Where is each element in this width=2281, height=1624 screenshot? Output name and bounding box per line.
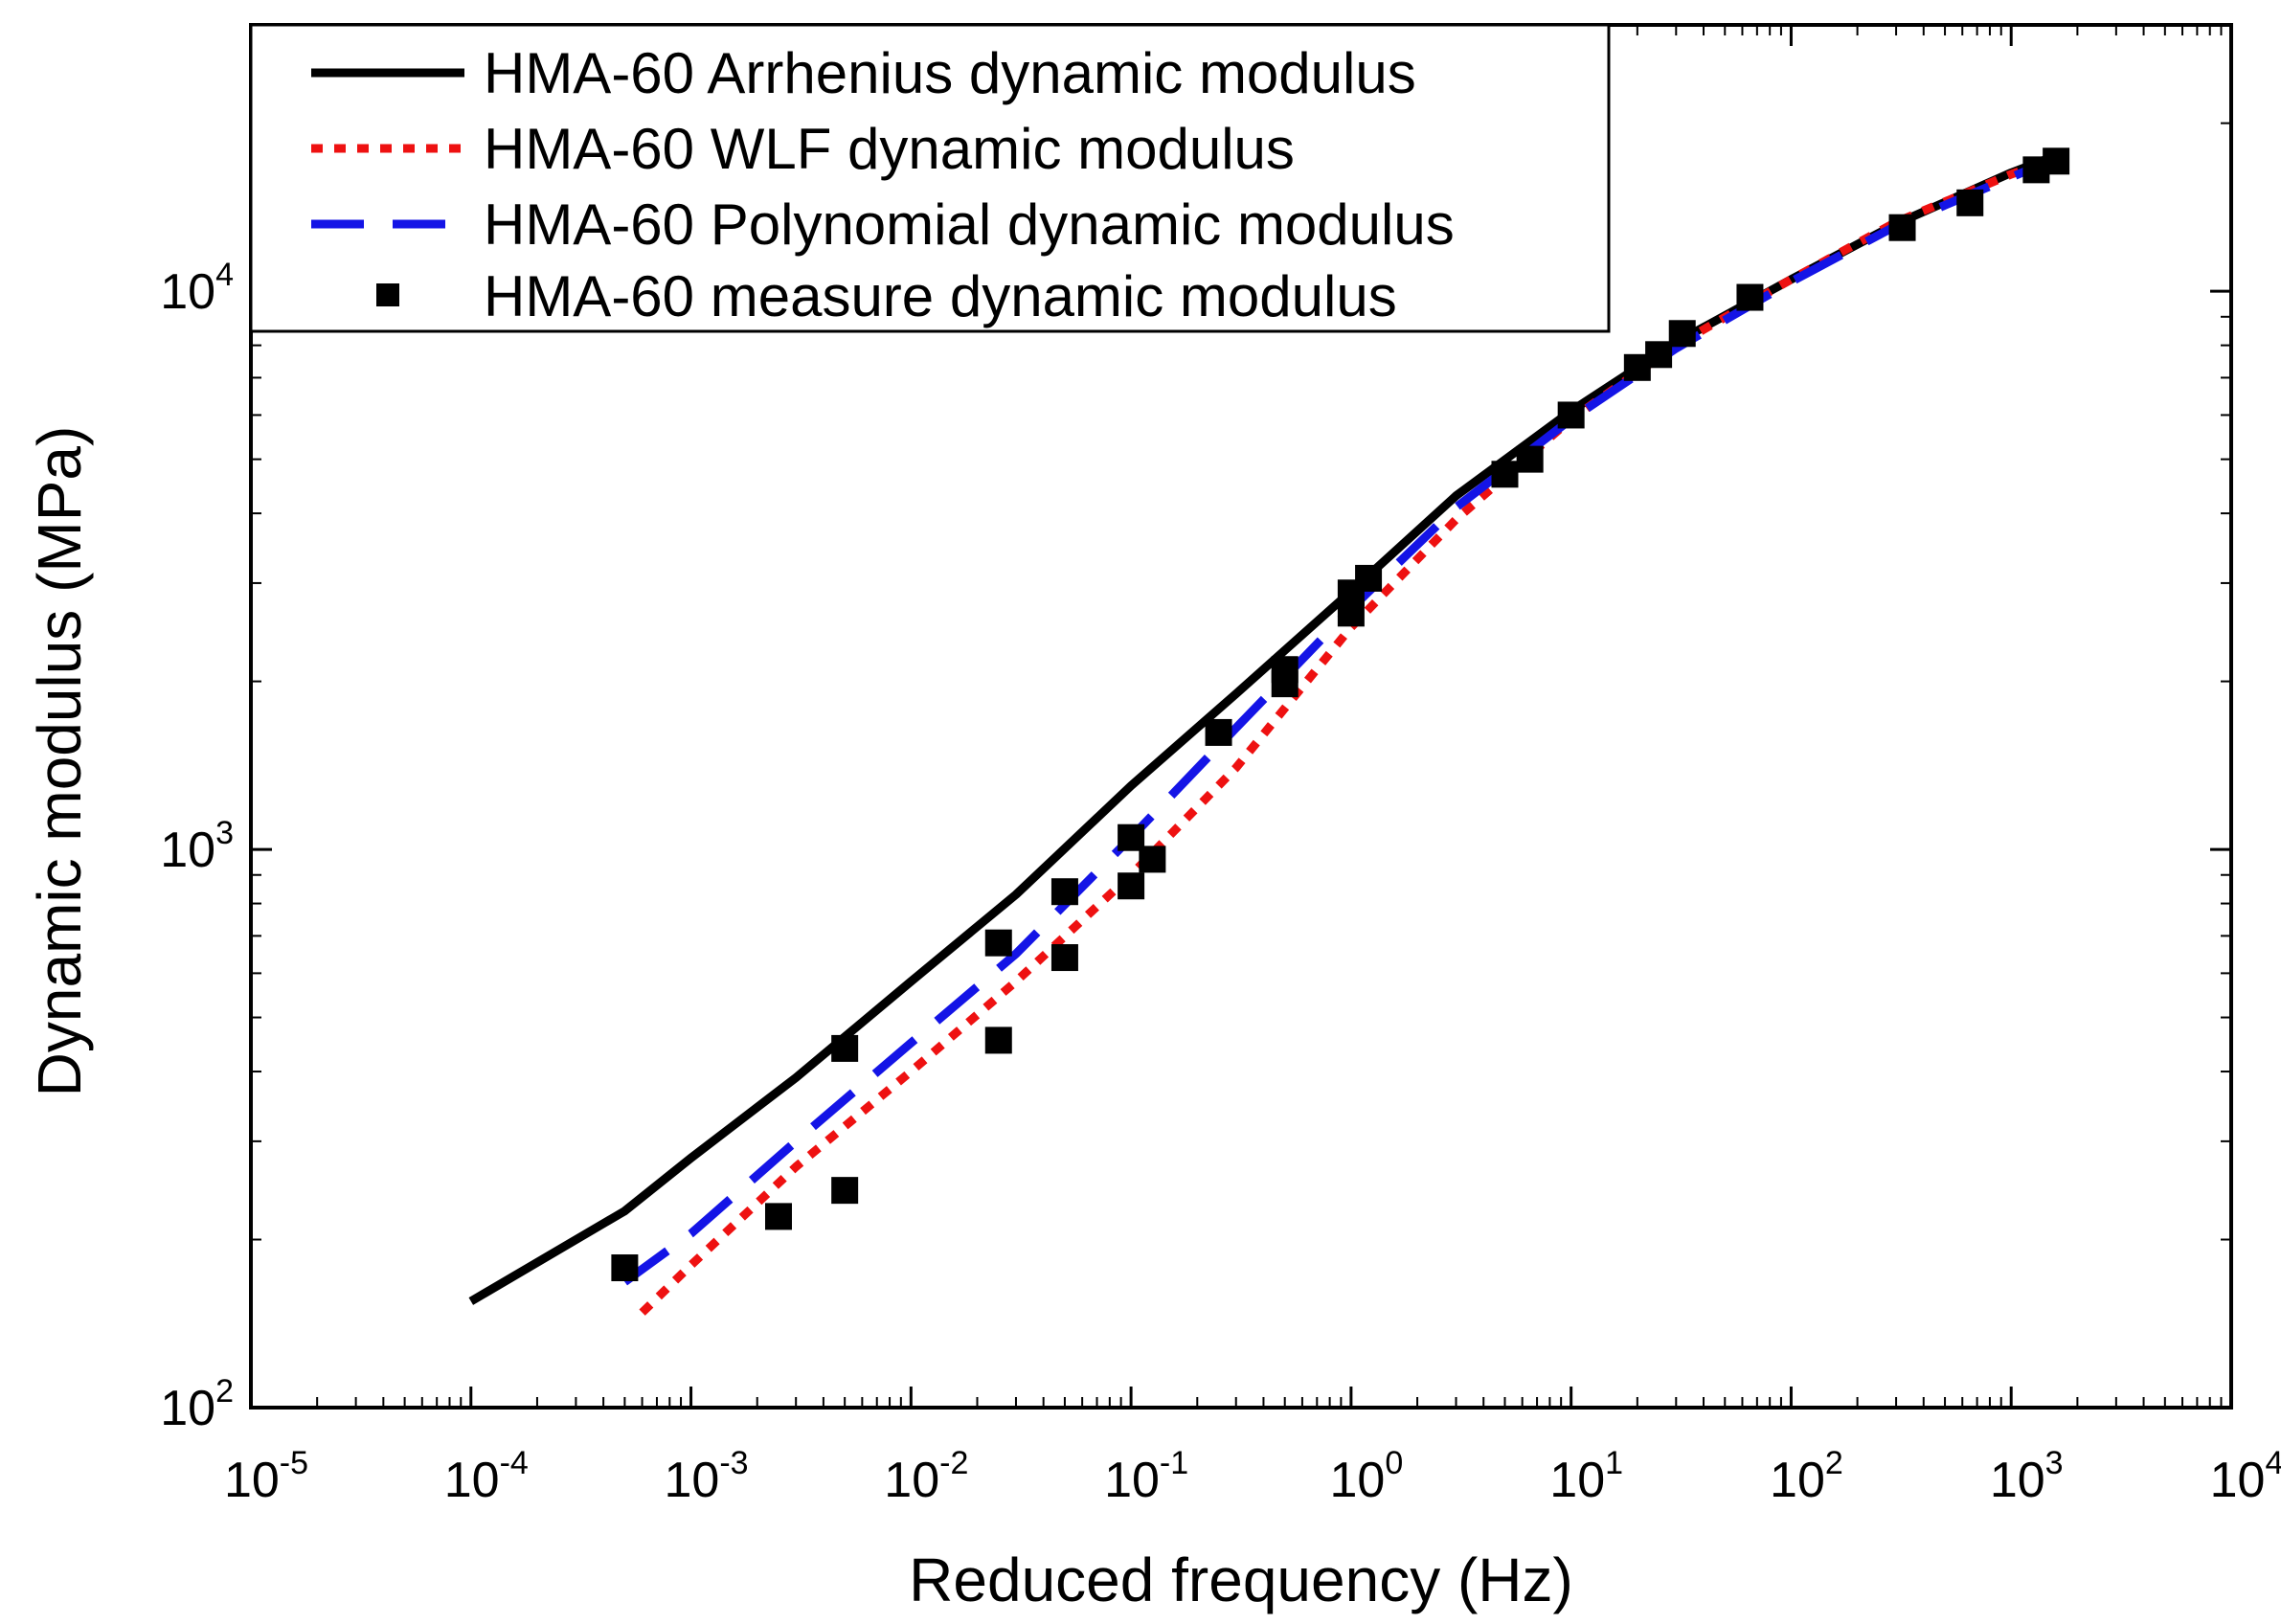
measured-point xyxy=(1050,944,1078,972)
measured-point xyxy=(2043,147,2070,175)
x-tick-label: 104 xyxy=(2210,1445,2281,1508)
measured-point xyxy=(1736,283,1764,311)
measured-point xyxy=(831,1177,859,1205)
measured-point xyxy=(764,1203,792,1230)
legend-label-wlf: HMA-60 WLF dynamic modulus xyxy=(484,117,1295,181)
y-axis-label: Dynamic modulus (MPa) xyxy=(25,426,94,1097)
measured-point xyxy=(1271,656,1299,684)
measured-point xyxy=(1516,445,1544,473)
measured-point xyxy=(1139,846,1166,873)
legend-label-arrhenius: HMA-60 Arrhenius dynamic modulus xyxy=(484,41,1416,105)
legend: HMA-60 Arrhenius dynamic modulus HMA-60 … xyxy=(249,23,1611,333)
measured-point xyxy=(1355,564,1383,592)
measured-point xyxy=(1118,872,1145,900)
legend-label-measured: HMA-60 measure dynamic modulus xyxy=(484,264,1397,328)
measured-point xyxy=(1888,214,1916,241)
legend-label-polynomial: HMA-60 Polynomial dynamic modulus xyxy=(484,192,1455,257)
x-tick-labels: 10-5 10-4 10-3 10-2 10-1 100 101 102 103 104 xyxy=(224,1445,2281,1508)
x-tick-label: 10-1 xyxy=(1104,1445,1188,1508)
x-tick-label: 103 xyxy=(1990,1445,2064,1508)
measured-point xyxy=(1645,341,1673,369)
x-axis-label: Reduced frequency (Hz) xyxy=(909,1545,1573,1614)
legend-box xyxy=(249,23,1611,333)
measured-point xyxy=(1668,320,1696,348)
y-tick-labels: 102 103 104 xyxy=(160,257,234,1436)
measured-point xyxy=(984,1026,1012,1054)
x-tick-label: 10-2 xyxy=(884,1445,968,1508)
x-tick-label: 100 xyxy=(1330,1445,1404,1508)
x-tick-label: 102 xyxy=(1770,1445,1843,1508)
markers-layer xyxy=(611,147,2070,1282)
measured-point xyxy=(1557,401,1585,429)
y-tick-label: 104 xyxy=(160,257,234,320)
legend-swatch-measured xyxy=(376,283,399,306)
x-tick-label: 101 xyxy=(1549,1445,1623,1508)
measured-point xyxy=(611,1254,639,1282)
measured-point xyxy=(831,1034,859,1062)
x-tick-label: 10-4 xyxy=(444,1445,529,1508)
measured-point xyxy=(984,929,1012,957)
measured-point xyxy=(1050,878,1078,906)
y-tick-label: 103 xyxy=(160,815,234,878)
x-tick-label: 10-5 xyxy=(224,1445,308,1508)
measured-point xyxy=(1491,461,1519,488)
measured-point xyxy=(1956,189,1984,216)
y-tick-label: 102 xyxy=(160,1373,234,1436)
measured-point xyxy=(1205,718,1232,746)
x-tick-label: 10-3 xyxy=(665,1445,749,1508)
wlf-curve xyxy=(639,154,2058,1316)
